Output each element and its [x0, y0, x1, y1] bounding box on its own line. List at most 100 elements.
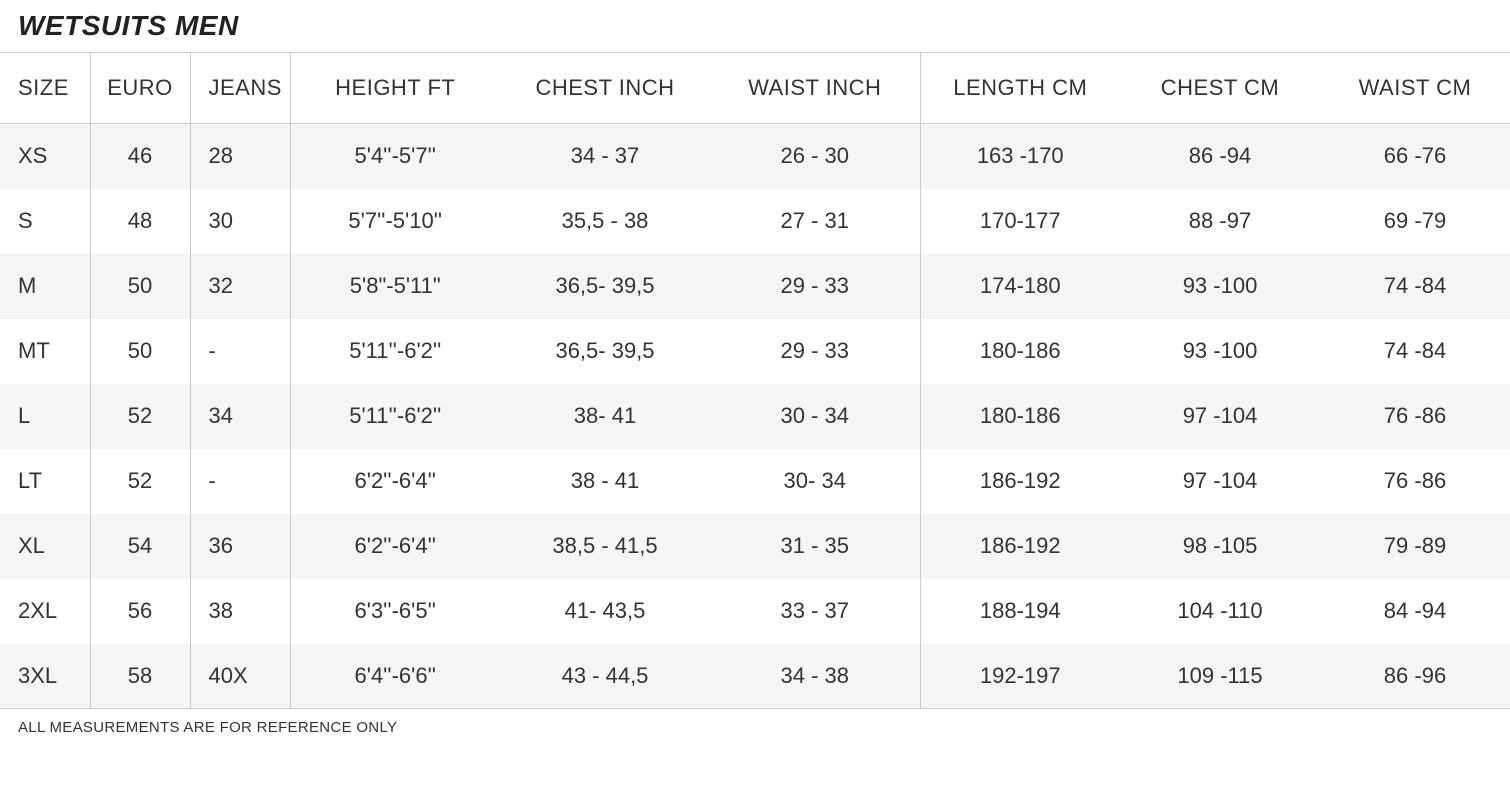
cell-size: XL [0, 514, 90, 579]
cell-height_ft: 6'3''-6'5'' [290, 579, 500, 644]
cell-length_cm: 180-186 [920, 319, 1120, 384]
cell-euro: 54 [90, 514, 190, 579]
cell-jeans: 38 [190, 579, 290, 644]
col-header-chest_cm: CHEST CM [1120, 53, 1320, 124]
cell-chest_in: 35,5 - 38 [500, 189, 710, 254]
cell-waist_cm: 74 -84 [1320, 254, 1510, 319]
cell-waist_in: 31 - 35 [710, 514, 920, 579]
table-row: 2XL56386'3''-6'5''41- 43,533 - 37188-194… [0, 579, 1510, 644]
cell-size: M [0, 254, 90, 319]
cell-waist_cm: 76 -86 [1320, 384, 1510, 449]
col-header-chest_in: CHEST INCH [500, 53, 710, 124]
col-header-waist_cm: WAIST CM [1320, 53, 1510, 124]
cell-length_cm: 188-194 [920, 579, 1120, 644]
cell-jeans: 32 [190, 254, 290, 319]
cell-jeans: 36 [190, 514, 290, 579]
cell-waist_in: 26 - 30 [710, 124, 920, 189]
cell-chest_in: 41- 43,5 [500, 579, 710, 644]
table-row: XL54366'2''-6'4''38,5 - 41,531 - 35186-1… [0, 514, 1510, 579]
col-header-euro: EURO [90, 53, 190, 124]
cell-chest_in: 43 - 44,5 [500, 644, 710, 709]
cell-size: MT [0, 319, 90, 384]
table-head: SIZEEUROJEANSHEIGHT FTCHEST INCHWAIST IN… [0, 53, 1510, 124]
cell-euro: 52 [90, 384, 190, 449]
cell-size: LT [0, 449, 90, 514]
cell-chest_cm: 88 -97 [1120, 189, 1320, 254]
header-row: SIZEEUROJEANSHEIGHT FTCHEST INCHWAIST IN… [0, 53, 1510, 124]
cell-chest_cm: 93 -100 [1120, 319, 1320, 384]
cell-euro: 50 [90, 319, 190, 384]
cell-jeans: 34 [190, 384, 290, 449]
cell-length_cm: 192-197 [920, 644, 1120, 709]
cell-waist_cm: 86 -96 [1320, 644, 1510, 709]
cell-height_ft: 5'11''-6'2'' [290, 319, 500, 384]
cell-waist_in: 30 - 34 [710, 384, 920, 449]
cell-waist_cm: 74 -84 [1320, 319, 1510, 384]
cell-chest_cm: 104 -110 [1120, 579, 1320, 644]
cell-chest_in: 38,5 - 41,5 [500, 514, 710, 579]
cell-euro: 50 [90, 254, 190, 319]
cell-length_cm: 186-192 [920, 514, 1120, 579]
cell-jeans: - [190, 319, 290, 384]
cell-chest_cm: 93 -100 [1120, 254, 1320, 319]
cell-waist_in: 33 - 37 [710, 579, 920, 644]
table-title: WETSUITS MEN [0, 10, 1510, 52]
cell-waist_cm: 69 -79 [1320, 189, 1510, 254]
cell-chest_in: 36,5- 39,5 [500, 254, 710, 319]
table-row: M50325'8"-5'11"36,5- 39,529 - 33174-1809… [0, 254, 1510, 319]
cell-waist_cm: 84 -94 [1320, 579, 1510, 644]
cell-length_cm: 174-180 [920, 254, 1120, 319]
cell-size: XS [0, 124, 90, 189]
cell-height_ft: 5'4''-5'7'' [290, 124, 500, 189]
cell-height_ft: 5'11''-6'2'' [290, 384, 500, 449]
cell-chest_cm: 109 -115 [1120, 644, 1320, 709]
table-row: LT52-6'2''-6'4''38 - 4130- 34186-19297 -… [0, 449, 1510, 514]
cell-waist_cm: 79 -89 [1320, 514, 1510, 579]
cell-jeans: - [190, 449, 290, 514]
col-header-jeans: JEANS [190, 53, 290, 124]
cell-length_cm: 170-177 [920, 189, 1120, 254]
cell-chest_cm: 97 -104 [1120, 449, 1320, 514]
col-header-waist_in: WAIST INCH [710, 53, 920, 124]
cell-waist_cm: 76 -86 [1320, 449, 1510, 514]
cell-length_cm: 163 -170 [920, 124, 1120, 189]
col-header-height_ft: HEIGHT FT [290, 53, 500, 124]
cell-chest_cm: 86 -94 [1120, 124, 1320, 189]
cell-euro: 46 [90, 124, 190, 189]
table-row: XS46285'4''-5'7''34 - 3726 - 30163 -1708… [0, 124, 1510, 189]
cell-height_ft: 5'8"-5'11" [290, 254, 500, 319]
table-row: 3XL5840X6'4''-6'6''43 - 44,534 - 38192-1… [0, 644, 1510, 709]
cell-euro: 48 [90, 189, 190, 254]
cell-chest_in: 36,5- 39,5 [500, 319, 710, 384]
footnote: ALL MEASUREMENTS ARE FOR REFERENCE ONLY [0, 709, 1510, 736]
cell-waist_in: 29 - 33 [710, 319, 920, 384]
table-body: XS46285'4''-5'7''34 - 3726 - 30163 -1708… [0, 124, 1510, 709]
cell-chest_in: 34 - 37 [500, 124, 710, 189]
cell-chest_in: 38- 41 [500, 384, 710, 449]
table-row: L52345'11''-6'2''38- 4130 - 34180-18697 … [0, 384, 1510, 449]
cell-size: L [0, 384, 90, 449]
cell-euro: 58 [90, 644, 190, 709]
cell-length_cm: 186-192 [920, 449, 1120, 514]
cell-waist_in: 30- 34 [710, 449, 920, 514]
cell-waist_cm: 66 -76 [1320, 124, 1510, 189]
cell-jeans: 40X [190, 644, 290, 709]
cell-height_ft: 5'7''-5'10'' [290, 189, 500, 254]
cell-height_ft: 6'2''-6'4'' [290, 449, 500, 514]
cell-jeans: 30 [190, 189, 290, 254]
cell-chest_in: 38 - 41 [500, 449, 710, 514]
cell-size: 3XL [0, 644, 90, 709]
col-header-length_cm: LENGTH CM [920, 53, 1120, 124]
table-row: MT50-5'11''-6'2''36,5- 39,529 - 33180-18… [0, 319, 1510, 384]
table-row: S48305'7''-5'10''35,5 - 3827 - 31170-177… [0, 189, 1510, 254]
cell-waist_in: 34 - 38 [710, 644, 920, 709]
cell-euro: 52 [90, 449, 190, 514]
col-header-size: SIZE [0, 53, 90, 124]
cell-height_ft: 6'4''-6'6'' [290, 644, 500, 709]
cell-waist_in: 29 - 33 [710, 254, 920, 319]
cell-jeans: 28 [190, 124, 290, 189]
cell-euro: 56 [90, 579, 190, 644]
cell-size: S [0, 189, 90, 254]
cell-size: 2XL [0, 579, 90, 644]
cell-chest_cm: 98 -105 [1120, 514, 1320, 579]
